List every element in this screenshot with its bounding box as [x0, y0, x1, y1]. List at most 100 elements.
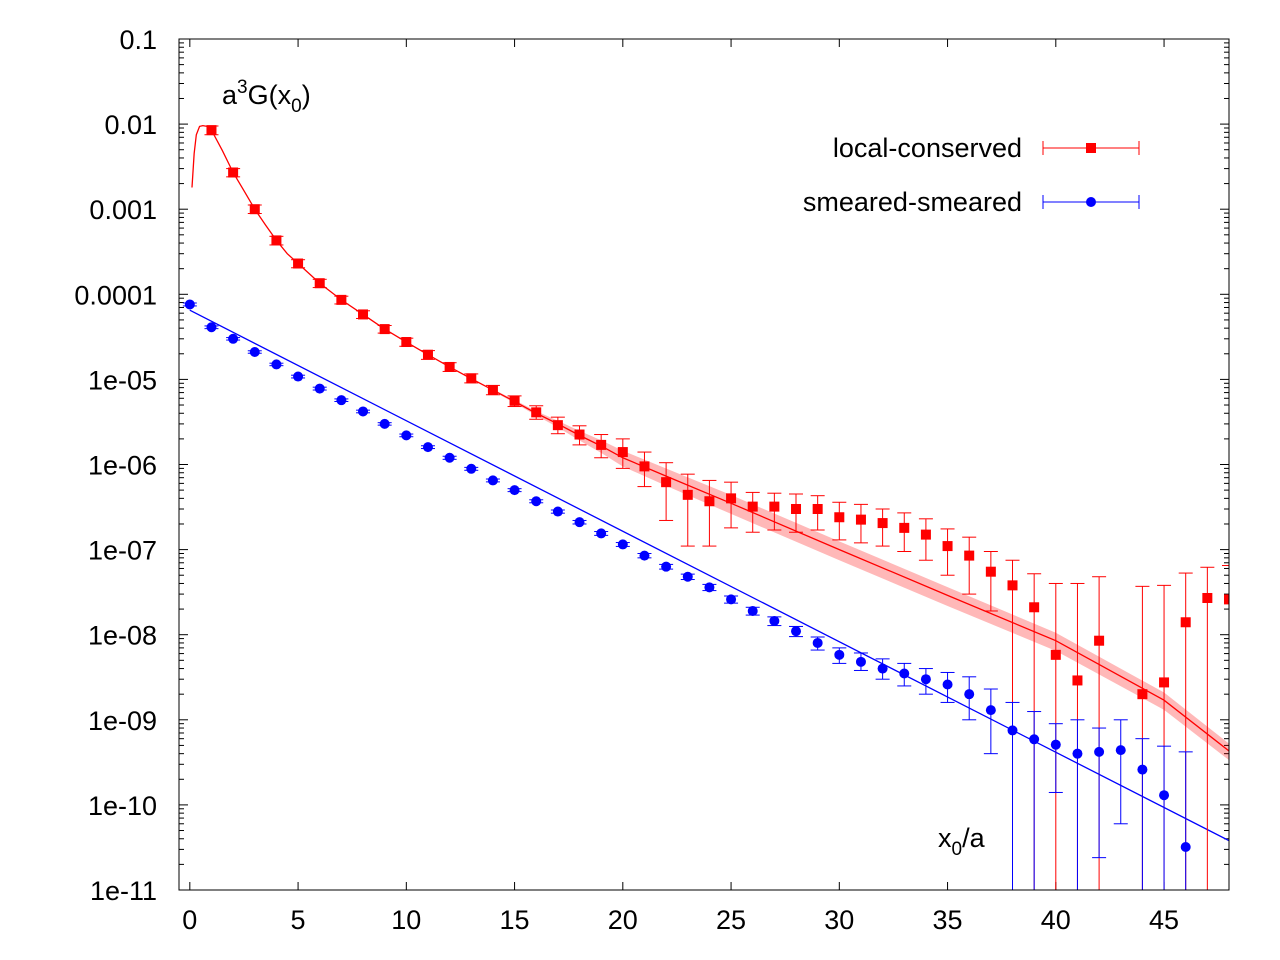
legend-label-smeared-smeared: smeared-smeared [803, 187, 1022, 217]
x-tick-label: 45 [1149, 905, 1179, 935]
data-point [942, 541, 953, 552]
data-point [1180, 842, 1191, 853]
legend-entry-smeared-smeared: smeared-smeared [803, 187, 1140, 217]
data-point [358, 309, 369, 320]
x-tick-label: 40 [1041, 905, 1071, 935]
legend: local-conserved smeared-smeared [803, 133, 1140, 217]
data-point [834, 512, 845, 523]
data-point [769, 615, 780, 626]
data-point [1094, 746, 1105, 757]
data-point [1159, 677, 1170, 688]
data-point [379, 324, 390, 335]
y-axis-tick-labels: 0.1 0.01 0.001 0.0001 1e-05 1e-06 1e-07 1e-08 1e… [74, 25, 157, 906]
data-point [293, 371, 304, 382]
data-point [379, 418, 390, 429]
data-point [401, 337, 412, 348]
x-tick-label: 10 [391, 905, 421, 935]
y-minor-ticks [179, 42, 1229, 865]
data-point [812, 637, 823, 648]
x-axis-ticks [189, 39, 1165, 890]
data-point [422, 349, 433, 360]
data-point [704, 582, 715, 593]
data-point [985, 705, 996, 716]
data-point [747, 605, 758, 616]
data-point [487, 475, 498, 486]
y-tick-label: 1e-07 [88, 536, 157, 566]
data-point [791, 626, 802, 637]
data-point [509, 485, 520, 496]
y-tick-label: 1e-10 [88, 791, 157, 821]
data-point [444, 452, 455, 463]
data-point [964, 550, 975, 561]
data-point [1072, 748, 1083, 759]
data-point [1072, 675, 1083, 686]
data-point [855, 514, 866, 525]
x-tick-label: 0 [182, 905, 197, 935]
x-axis-tick-labels: 0 5 10 15 20 25 30 35 40 45 [182, 905, 1179, 935]
data-point [1137, 764, 1148, 775]
data-point [964, 689, 975, 700]
data-point [1137, 689, 1148, 700]
data-point [899, 522, 910, 533]
data-point [271, 359, 282, 370]
data-point [1094, 635, 1105, 646]
data-point [358, 406, 369, 417]
data-point [1050, 649, 1061, 660]
data-point [552, 506, 563, 517]
data-point [1007, 725, 1018, 736]
data-point [574, 429, 585, 440]
data-point [920, 529, 931, 540]
plot-frame [178, 38, 1230, 891]
data-point [1180, 617, 1191, 628]
data-point [596, 439, 607, 450]
data-point [726, 493, 737, 504]
data-point [855, 656, 866, 667]
data-point [1029, 602, 1040, 613]
data-point [271, 235, 282, 246]
series-smeared-smeared [182, 299, 1193, 890]
data-point [336, 395, 347, 406]
data-point [466, 463, 477, 474]
x-tick-label: 35 [933, 905, 963, 935]
y-tick-label: 0.01 [104, 110, 157, 140]
y-tick-label: 0.1 [119, 25, 157, 55]
y-tick-label: 1e-09 [88, 706, 157, 736]
y-tick-label: 1e-11 [90, 876, 157, 906]
data-points [182, 125, 1229, 890]
data-point [293, 258, 304, 269]
data-point [747, 501, 758, 512]
data-point [769, 501, 780, 512]
data-point [682, 571, 693, 582]
data-point [596, 528, 607, 539]
data-point [682, 489, 693, 500]
data-point [574, 517, 585, 528]
data-point [444, 361, 455, 372]
data-point [726, 594, 737, 605]
data-point [617, 539, 628, 550]
data-point [552, 420, 563, 431]
data-point [206, 125, 217, 136]
data-point [942, 679, 953, 690]
x-tick-label: 5 [291, 905, 306, 935]
data-point [985, 566, 996, 577]
data-point [1159, 790, 1170, 801]
legend-marker-smeared-smeared [1086, 197, 1096, 207]
y-tick-label: 0.001 [89, 195, 157, 225]
x-axis-label: x0/a [938, 823, 986, 860]
data-point [1050, 739, 1061, 750]
data-point [899, 668, 910, 679]
data-point [877, 663, 888, 674]
data-point [422, 442, 433, 453]
data-point [184, 299, 195, 310]
legend-entry-local-conserved: local-conserved [833, 133, 1140, 163]
x-tick-label: 15 [500, 905, 530, 935]
data-point [314, 383, 325, 394]
data-point [617, 447, 628, 458]
data-point [228, 333, 239, 344]
data-point [401, 430, 412, 441]
data-point [336, 294, 347, 305]
data-point [1224, 594, 1229, 605]
data-point [834, 649, 845, 660]
data-point [314, 278, 325, 289]
